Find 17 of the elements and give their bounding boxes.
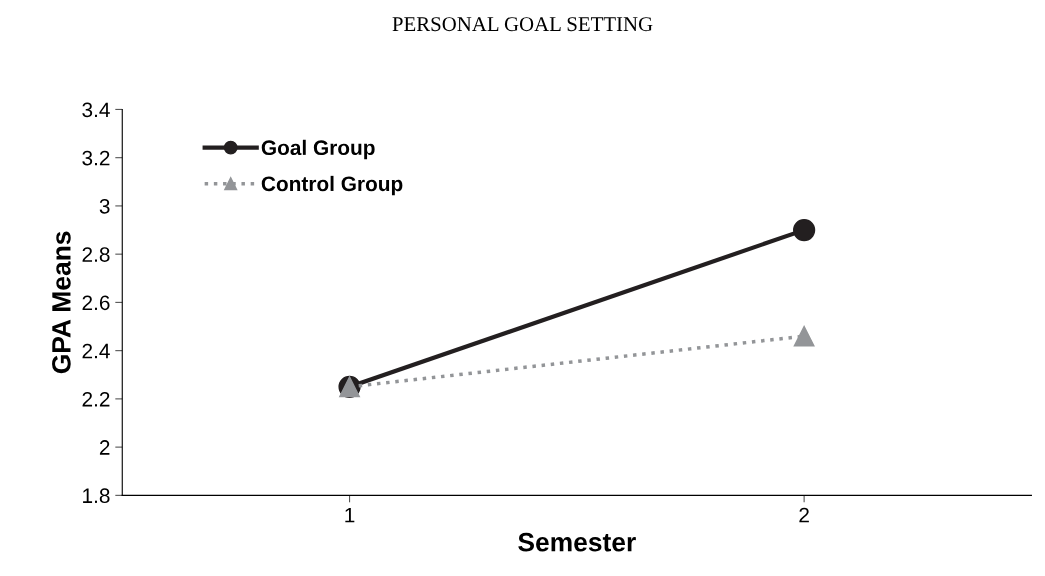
y-tick-label: 3.2 bbox=[82, 150, 110, 166]
legend-label: Control Group bbox=[261, 175, 403, 196]
y-tick-label: 2 bbox=[99, 440, 110, 455]
y-tick-label: 3 bbox=[99, 198, 110, 214]
y-axis-title: GPA Means bbox=[52, 231, 71, 374]
y-tick-label: 2.2 bbox=[82, 391, 110, 407]
y-tick-label: 2.4 bbox=[82, 343, 110, 359]
legend-label: Goal Group bbox=[261, 139, 375, 160]
chart-title: PERSONAL GOAL SETTING bbox=[392, 17, 653, 32]
x-axis-title: Semester bbox=[518, 532, 636, 552]
y-tick-label: 2.6 bbox=[82, 295, 110, 311]
point bbox=[793, 218, 816, 242]
x-tick-label: 1 bbox=[345, 507, 355, 523]
y-tick-label: 1.8 bbox=[83, 488, 110, 504]
y-tick-label: 3.4 bbox=[82, 102, 110, 118]
point bbox=[793, 325, 815, 347]
y-tick-label: 2.8 bbox=[82, 247, 110, 262]
